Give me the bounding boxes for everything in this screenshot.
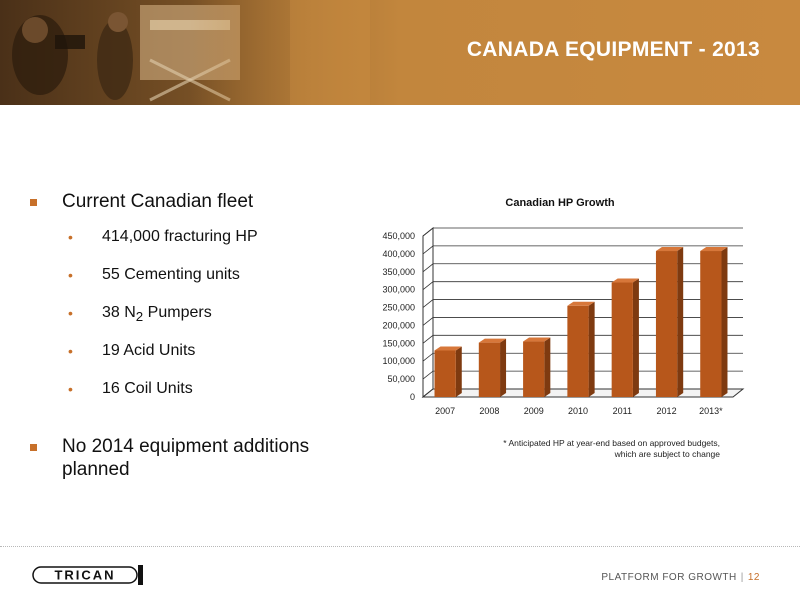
sub-bullet-item: • 414,000 fracturing HP	[30, 227, 360, 247]
gridline	[422, 281, 743, 290]
bar	[611, 282, 633, 397]
y-tick-label: 350,000	[382, 267, 415, 277]
gridline	[422, 388, 743, 398]
bullet-fleet: Current Canadian fleet	[30, 190, 360, 213]
bar-side	[677, 247, 684, 397]
gridline	[422, 370, 743, 380]
bullet-list: Current Canadian fleet • 414,000 fractur…	[30, 190, 360, 481]
x-tick-label: 2012	[657, 406, 677, 416]
bar-top	[700, 247, 728, 252]
bar-top	[611, 278, 639, 283]
bar-top	[478, 338, 507, 343]
gridline	[422, 352, 743, 362]
bullet-additions: No 2014 equipment additions planned	[30, 435, 360, 481]
footer-separator: |	[740, 572, 744, 583]
y-tick-label: 50,000	[387, 374, 415, 384]
y-tick-label: 450,000	[382, 231, 415, 241]
page-title: CANADA EQUIPMENT - 2013	[466, 38, 760, 61]
x-tick-label: 2013*	[699, 406, 723, 416]
sub-bullet-item: • 55 Cementing units	[30, 265, 360, 285]
sub-bullet-item: • 19 Acid Units	[30, 341, 360, 361]
bar-side	[588, 301, 595, 397]
bar-side	[632, 278, 639, 397]
x-tick-label: 2008	[479, 406, 499, 416]
gridline	[422, 227, 743, 237]
banner-fade	[190, 0, 370, 105]
dot-bullet-icon: •	[68, 229, 73, 245]
chart-title: Canadian HP Growth	[505, 197, 614, 209]
x-tick-label: 2007	[435, 406, 455, 416]
dot-bullet-icon: •	[68, 343, 73, 360]
y-tick-label: 250,000	[382, 303, 415, 313]
chart-footnote: * Anticipated HP at year-end based on ap…	[503, 438, 720, 459]
dot-bullet-icon: •	[68, 305, 73, 321]
footer-divider	[0, 546, 800, 547]
dot-bullet-icon: •	[68, 381, 73, 398]
sub-bullet-text: 55 Cementing units	[102, 266, 240, 283]
bar-side	[500, 338, 507, 397]
bar	[478, 342, 501, 397]
gridline	[422, 245, 743, 255]
bar-side	[455, 346, 462, 397]
sub-bullet-text: 414,000 fracturing HP	[102, 228, 258, 245]
logo-text: TRICAN	[54, 568, 115, 583]
n2-suffix: Pumpers	[143, 304, 212, 321]
sub-bullet-text: 19 Acid Units	[102, 342, 196, 360]
square-bullet-icon	[30, 444, 37, 452]
bar	[434, 350, 456, 397]
bar-top	[523, 337, 551, 342]
y-tick-label: 200,000	[382, 320, 415, 330]
gridline	[422, 334, 743, 344]
n2-prefix: 38 N	[102, 304, 136, 321]
y-tick-label: 100,000	[382, 356, 415, 366]
bullet-fleet-text: Current Canadian fleet	[62, 191, 254, 212]
footer-tagline: PLATFORM FOR GROWTH	[601, 572, 737, 583]
bar-side	[721, 247, 728, 397]
n2-subscript: 2	[135, 309, 144, 325]
page-number: 12	[747, 572, 760, 583]
header-banner: CANADA EQUIPMENT - 2013	[0, 0, 800, 105]
bar	[523, 341, 545, 397]
x-tick-label: 2011	[613, 406, 632, 416]
x-tick-label: 2010	[568, 406, 588, 416]
dot-bullet-icon: •	[68, 267, 73, 283]
bar-side	[544, 337, 551, 397]
bar	[700, 251, 722, 397]
gridline	[422, 263, 743, 273]
bar	[567, 305, 589, 397]
footer: PLATFORM FOR GROWTH | 12	[601, 572, 760, 583]
bar-top	[434, 346, 462, 351]
y-tick-label: 300,000	[382, 285, 415, 295]
y-tick-label: 0	[410, 392, 415, 402]
chart-side-wall	[422, 226, 434, 399]
sub-bullet-text: 38 N2 Pumpers	[102, 304, 212, 325]
bar	[655, 251, 678, 397]
gridline	[422, 317, 743, 326]
x-tick-label: 2009	[524, 406, 544, 416]
hp-growth-chart: Canadian HP Growth 0 50,000 100,000 150,000 2…	[382, 197, 745, 416]
square-bullet-icon	[30, 199, 37, 206]
y-tick-label: 400,000	[382, 249, 415, 259]
bar-top	[567, 301, 595, 306]
sub-bullet-text: 16 Coil Units	[102, 380, 193, 398]
sub-bullet-item: • 38 N2 Pumpers	[30, 303, 360, 327]
sub-bullet-item: • 16 Coil Units	[30, 379, 360, 399]
gridline	[422, 299, 743, 308]
trican-logo: TRICAN	[32, 565, 143, 585]
bullet-additions-text: No 2014 equipment additions planned	[62, 436, 310, 481]
bar-top	[655, 247, 684, 252]
y-tick-label: 150,000	[382, 338, 415, 348]
